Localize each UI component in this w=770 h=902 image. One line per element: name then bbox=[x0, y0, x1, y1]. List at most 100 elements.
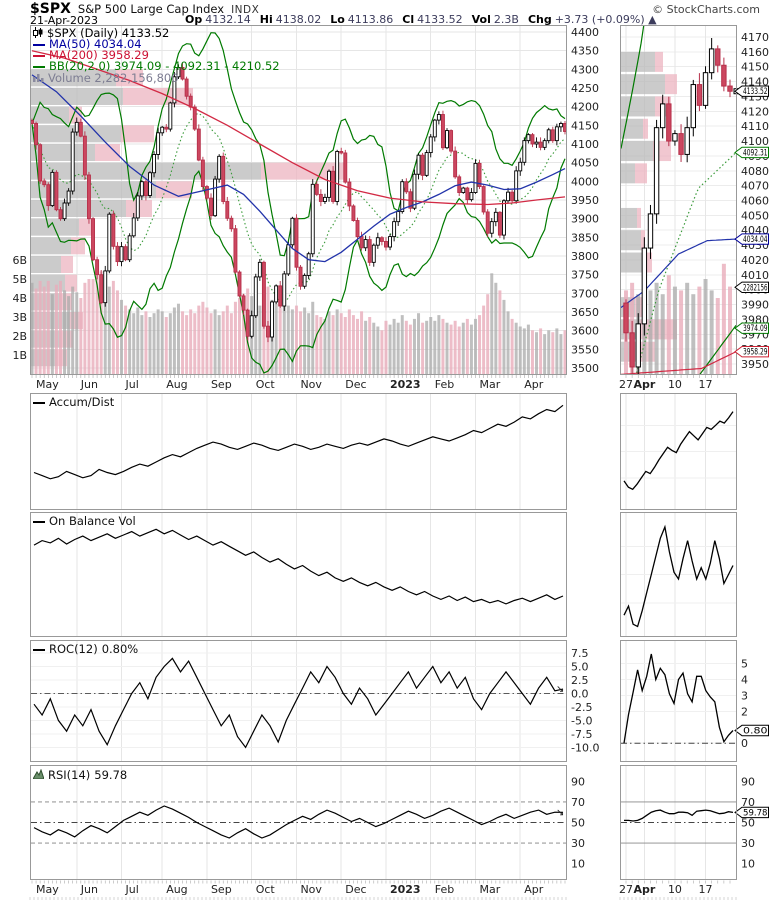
bb-lower-line bbox=[31, 123, 566, 374]
price-tick-label: 3600 bbox=[571, 325, 599, 338]
axis-callout bbox=[734, 233, 769, 245]
candle-body bbox=[343, 152, 348, 183]
candle-body bbox=[314, 183, 319, 195]
axis-callout bbox=[734, 322, 769, 334]
volume-bar bbox=[274, 303, 278, 374]
candle-body bbox=[351, 205, 356, 221]
candle-body bbox=[217, 155, 222, 180]
candle-body bbox=[245, 309, 250, 337]
volume-bar bbox=[120, 299, 124, 374]
candle-body bbox=[641, 247, 648, 325]
candle-body bbox=[294, 217, 299, 268]
month-label: Sep bbox=[211, 378, 232, 391]
chart-date: 21-Apr-2023 bbox=[30, 14, 99, 27]
legend-volume-label: Volume 2,282,156,800 bbox=[48, 70, 179, 85]
candle-body bbox=[66, 190, 71, 204]
axis-callout-text: 4034.04 bbox=[743, 235, 768, 245]
volume-bar bbox=[506, 311, 510, 374]
candle-body bbox=[715, 48, 721, 66]
candle-body bbox=[440, 114, 445, 149]
price-tick-label: 3900 bbox=[571, 213, 599, 226]
candle-body bbox=[558, 123, 563, 128]
index-name: S&P 500 Large Cap Index bbox=[77, 2, 225, 16]
volume-bar bbox=[172, 307, 176, 374]
price-tick-label: 4080 bbox=[741, 165, 769, 178]
indicator-tick-label: 50 bbox=[741, 817, 755, 830]
vbp-bar-gray bbox=[621, 141, 653, 162]
candle-body bbox=[708, 48, 715, 74]
month-label: Mar bbox=[479, 883, 500, 896]
candle-body bbox=[192, 106, 197, 130]
candle-body bbox=[54, 171, 59, 211]
volume-bar bbox=[262, 292, 266, 374]
candle-body bbox=[139, 181, 144, 197]
indicator-tick-label: -2.5 bbox=[571, 701, 592, 714]
price-tick-label: 4050 bbox=[741, 209, 769, 222]
volume-bar bbox=[148, 317, 152, 374]
indicator-tick-label: -10.0 bbox=[571, 741, 599, 754]
month-label: 2023 bbox=[390, 883, 421, 896]
month-label: Dec bbox=[345, 883, 366, 896]
volume-bar bbox=[331, 315, 335, 374]
rsi-line bbox=[33, 805, 564, 839]
vbp-bar-pink bbox=[121, 125, 154, 143]
candle-body bbox=[653, 127, 660, 215]
volume-bar bbox=[286, 305, 290, 374]
vbp-bar-pink bbox=[65, 274, 77, 292]
vbp-bar-pink bbox=[61, 256, 73, 273]
price-tick-label: 4250 bbox=[571, 82, 599, 95]
candle-body bbox=[647, 213, 654, 249]
candle-body bbox=[123, 246, 128, 261]
vbp-bar-gray bbox=[621, 118, 643, 139]
price-tick-label: 4160 bbox=[741, 46, 769, 59]
candle-body bbox=[229, 217, 234, 230]
candle-body bbox=[690, 84, 696, 129]
volume-bar bbox=[490, 273, 494, 374]
candle-body bbox=[156, 132, 161, 155]
volume-bar bbox=[494, 282, 498, 374]
roc-frame bbox=[30, 640, 567, 762]
obv-plot bbox=[33, 513, 564, 636]
price-tick-label: 4110 bbox=[741, 120, 769, 133]
candle-body bbox=[696, 84, 703, 106]
month-label: Apr bbox=[524, 378, 544, 391]
indicator-tick-label: 0 bbox=[741, 737, 748, 750]
vbp-bar-pink bbox=[156, 181, 192, 199]
bb-lower-line bbox=[699, 325, 736, 374]
candle-body bbox=[629, 332, 635, 368]
volume-bar bbox=[715, 298, 720, 374]
legend-bb: BB(20,2.0) 3974.09 - 4092.31 - 4210.52 bbox=[33, 60, 280, 72]
volume-bar bbox=[697, 286, 702, 374]
price-tick-label: 4120 bbox=[741, 105, 769, 118]
price-tick-label: 4010 bbox=[741, 269, 769, 282]
volume-bar bbox=[54, 284, 58, 374]
candle-body bbox=[111, 213, 116, 247]
price-tick-label: 4020 bbox=[741, 254, 769, 267]
volume-bar bbox=[83, 282, 87, 374]
mini-date-label: 10 bbox=[668, 378, 682, 391]
price-tick-label: 4140 bbox=[741, 76, 769, 89]
volume-bar bbox=[441, 318, 445, 374]
mini-price-plot bbox=[621, 26, 740, 378]
mountain-icon bbox=[32, 768, 45, 781]
indicator-tick-label: 30 bbox=[571, 837, 585, 850]
volume-bar bbox=[205, 307, 209, 374]
volume-bar bbox=[42, 286, 46, 374]
candle-body bbox=[461, 187, 466, 193]
candle-body bbox=[469, 192, 474, 201]
volume-bar bbox=[563, 330, 567, 374]
candle-body bbox=[635, 323, 641, 368]
vbp-bar-gray bbox=[31, 88, 123, 105]
candle-body bbox=[550, 129, 555, 142]
volume-bar bbox=[229, 313, 233, 374]
indicator-tick-label: 50 bbox=[571, 817, 585, 830]
vbp-bar-gray bbox=[621, 163, 635, 184]
candle-body bbox=[347, 181, 352, 207]
price-tick-label: 3800 bbox=[571, 250, 599, 263]
candle-body bbox=[335, 151, 340, 202]
volume-bar bbox=[128, 309, 132, 374]
candle-body bbox=[623, 302, 629, 334]
price-tick-label: 4070 bbox=[741, 180, 769, 193]
indicator-tick-label: 70 bbox=[571, 796, 585, 809]
vbp-bar-pink bbox=[637, 207, 641, 228]
